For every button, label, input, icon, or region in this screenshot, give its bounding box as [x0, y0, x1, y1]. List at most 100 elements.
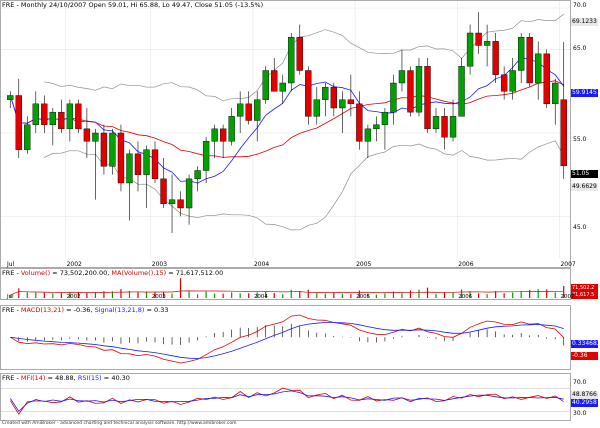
signal-tag: 0.334683: [571, 340, 600, 348]
volume-x-label: 2006: [458, 294, 473, 300]
candle-body: [58, 111, 65, 130]
candle-body: [356, 103, 363, 142]
change-value: (-13.5%): [235, 1, 264, 9]
candle-body: [7, 95, 14, 100]
mfi-chart[interactable]: [0, 373, 600, 421]
candle-body: [254, 99, 261, 121]
candle-body: [168, 199, 176, 205]
x-label-2004: 2004: [253, 261, 270, 268]
volume-x-label: 2002: [66, 294, 81, 300]
mfi-header: FRE - MFI(14) = 48.88, RSI(15) = 40.30: [2, 374, 130, 382]
candle-body: [24, 124, 31, 150]
candle-body: [381, 111, 389, 125]
volume-pane[interactable]: FRE - Volume() = 73,502,200.00, MA(Volum…: [0, 268, 600, 300]
close-label: Close: [194, 1, 213, 9]
macd-header: FRE - MACD(13,21) = -0.36, Signal(13,21,…: [2, 306, 169, 314]
candle-body: [185, 178, 193, 209]
rsi-tag: 40.2958: [571, 399, 598, 407]
open-value: 59.01: [107, 1, 127, 9]
volume-x-label: 2007: [560, 294, 575, 300]
candle-body: [32, 103, 39, 125]
date-label: 24/10/2007: [48, 1, 87, 9]
moving-average-red: [9, 80, 564, 158]
upper-bollinger-band: [44, 13, 564, 102]
mfi-line: [9, 387, 564, 415]
candle-body: [390, 82, 397, 113]
candle-body: [160, 178, 167, 205]
candle-body: [424, 66, 431, 130]
macd-chart[interactable]: [0, 305, 600, 370]
candle-body: [415, 66, 423, 113]
upper-band-tag: 69.1233: [571, 18, 598, 26]
candle-body: [41, 103, 48, 125]
macd-line: [10, 314, 564, 364]
mfi-pane[interactable]: FRE - MFI(14) = 48.88, RSI(15) = 40.30 7…: [0, 373, 600, 421]
y-tick-65: 65.0: [573, 45, 587, 52]
x-label-2002: 2002: [66, 261, 82, 268]
candle-body: [552, 82, 559, 105]
y-tick-70: 70.0: [573, 2, 587, 9]
candle-body: [322, 86, 329, 100]
rsi-line: [9, 390, 564, 412]
ma-tag: 59.9145: [571, 89, 598, 97]
price-pane[interactable]: FRE - Monthly 24/10/2007 Open 59.01, Hi …: [0, 0, 600, 268]
signal-value: 0.33: [154, 306, 169, 314]
candle-body: [83, 128, 91, 142]
candle-body: [236, 103, 244, 117]
macd-pane[interactable]: FRE - MACD(13,21) = -0.36, Signal(13,21,…: [0, 305, 600, 370]
candle-body: [211, 128, 218, 142]
candle-body: [126, 153, 133, 184]
macd-label: MACD(13,21): [20, 306, 65, 314]
x-label-2005: 2005: [356, 261, 372, 268]
volume-ma-label: MA(Volume(),15): [111, 269, 167, 277]
candle-body: [49, 111, 57, 125]
x-label-2007: 2007: [560, 261, 576, 268]
macd-value: -0.36: [73, 306, 91, 314]
macd-symbol: FRE: [2, 306, 15, 314]
candle-body: [151, 149, 159, 180]
candle-body: [517, 36, 525, 71]
volume-x-label: 2003: [151, 294, 166, 300]
candle-body: [500, 74, 508, 92]
candle-body: [92, 132, 99, 142]
mfi-tag: 48.8766: [571, 391, 598, 399]
pane-frame: [0, 268, 571, 300]
candle-body: [560, 99, 567, 167]
signal-label: Signal(13,21,8): [94, 306, 145, 314]
signal-line: [10, 322, 564, 359]
price-chart[interactable]: [0, 0, 600, 268]
volume-x-label: 2005: [356, 294, 371, 300]
y-tick-45: 45.0: [573, 224, 587, 231]
candle-body: [347, 99, 355, 105]
candle-body: [219, 128, 227, 142]
candle-body: [262, 70, 269, 100]
candle-body: [526, 36, 533, 84]
lo-label: Lo: [162, 1, 170, 9]
candle-body: [245, 103, 252, 121]
candle-body: [441, 116, 448, 138]
candle-body: [483, 41, 491, 46]
candle-body: [109, 132, 116, 167]
candle-body: [143, 149, 150, 175]
candle-body: [543, 53, 550, 105]
open-label: Open: [88, 1, 106, 9]
candle-body: [492, 41, 499, 75]
volume-x-label: Jul: [7, 294, 14, 300]
y-tick-55: 55.0: [573, 136, 587, 143]
footer-credit: Created with AmiBroker - advanced charti…: [2, 421, 237, 426]
candle-body: [117, 132, 125, 184]
volume-header: FRE - Volume() = 73,502,200.00, MA(Volum…: [2, 269, 224, 277]
volume-tag-2: 71,617.5: [571, 291, 598, 299]
candle-body: [202, 141, 210, 171]
pane-frame: [0, 305, 571, 370]
mfi-tick-30: 30.0: [573, 410, 587, 417]
volume-label: Volume(): [20, 269, 51, 277]
pane-frame: [0, 0, 571, 268]
x-label-2006: 2006: [458, 261, 474, 268]
volume-chart[interactable]: [0, 268, 600, 300]
macd-tag: -0.36: [571, 352, 598, 360]
candle-body: [364, 128, 372, 142]
candle-body: [339, 99, 346, 109]
moving-average-blue: [9, 57, 565, 184]
volume-x-label: 2004: [253, 294, 268, 300]
